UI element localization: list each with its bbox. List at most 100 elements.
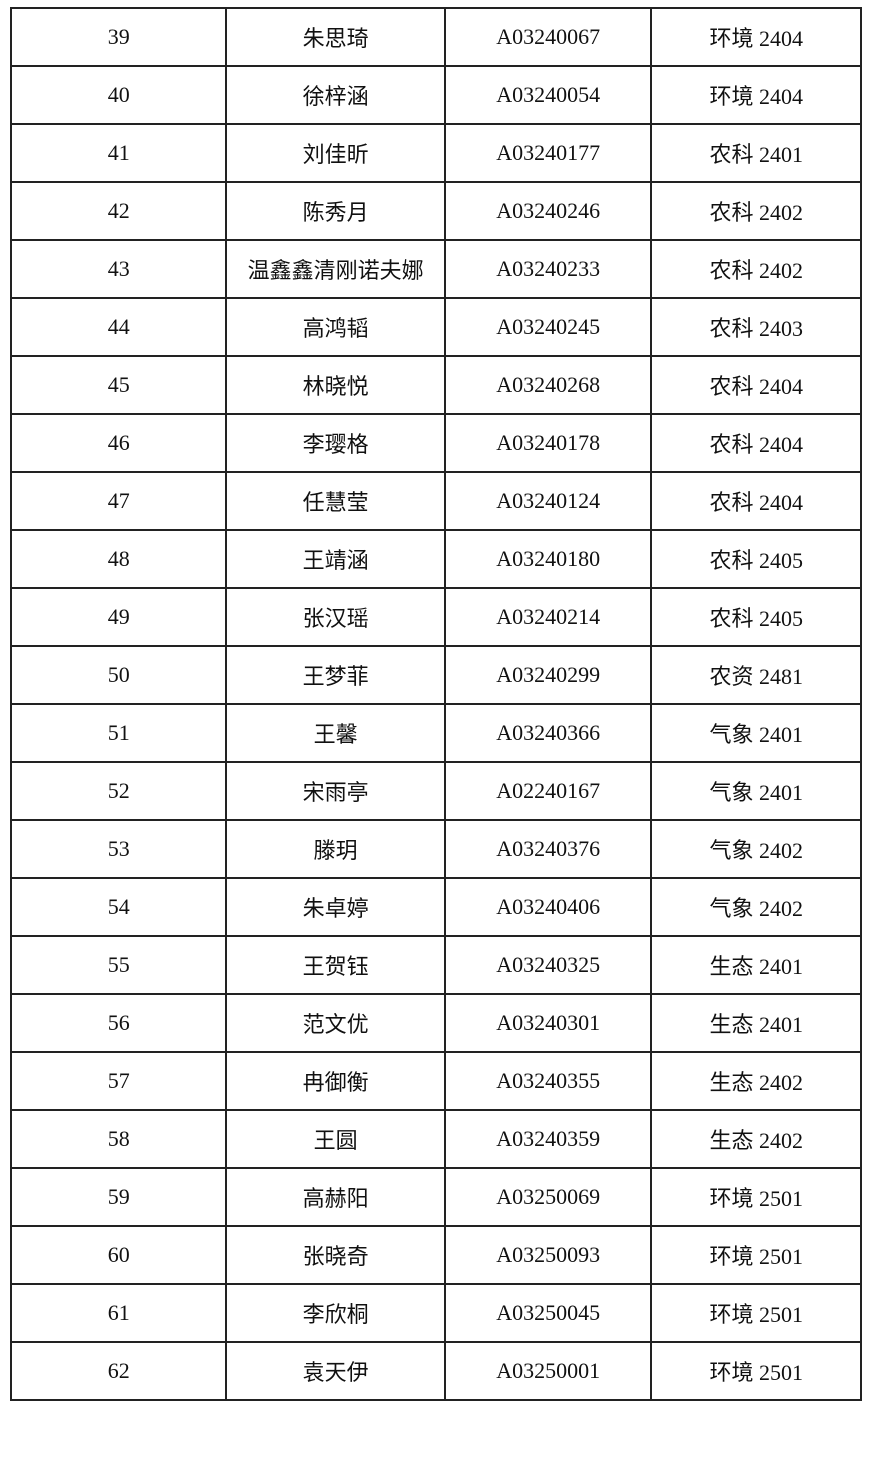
student-name-cell: 林晓悦 — [225, 355, 446, 415]
student-id-cell: A03240406 — [443, 877, 653, 937]
student-name-cell: 王贺钰 — [225, 935, 446, 995]
student-name-cell: 袁天伊 — [225, 1341, 446, 1401]
student-id-cell: A03240325 — [443, 935, 653, 995]
class-name-cell: 农科 2403 — [650, 297, 862, 357]
student-name-cell: 高赫阳 — [225, 1167, 446, 1227]
table-row: 61 李欣桐 A03250045 环境 2501 — [9, 1283, 862, 1343]
table-row: 55 王贺钰 A03240325 生态 2401 — [9, 935, 862, 995]
student-id-cell: A03240366 — [443, 703, 653, 763]
class-name-cell: 农科 2405 — [650, 529, 862, 589]
row-number-cell: 52 — [9, 761, 228, 821]
student-name-cell: 王靖涵 — [225, 529, 446, 589]
student-name-cell: 陈秀月 — [225, 181, 446, 241]
row-number-cell: 53 — [9, 819, 228, 879]
class-name-cell: 气象 2402 — [650, 819, 862, 879]
student-name-cell: 高鸿韬 — [225, 297, 446, 357]
row-number-cell: 48 — [9, 529, 228, 589]
student-name-cell: 刘佳昕 — [225, 123, 446, 183]
student-id-cell: A03240246 — [443, 181, 653, 241]
table-row: 59 高赫阳 A03250069 环境 2501 — [9, 1167, 862, 1227]
row-number-cell: 51 — [9, 703, 228, 763]
student-name-cell: 冉御衡 — [225, 1051, 446, 1111]
class-name-cell: 生态 2401 — [650, 993, 862, 1053]
student-list-table: 39 朱思琦 A03240067 环境 2404 40 徐梓涵 A03240054 环境 24… — [9, 7, 862, 1401]
table-row: 40 徐梓涵 A03240054 环境 2404 — [9, 65, 862, 125]
student-name-cell: 王梦菲 — [225, 645, 446, 705]
row-number-cell: 46 — [9, 413, 228, 473]
student-name-cell: 任慧莹 — [225, 471, 446, 531]
student-name-cell: 张汉瑶 — [225, 587, 446, 647]
table-row: 41 刘佳昕 A03240177 农科 2401 — [9, 123, 862, 183]
table-row: 49 张汉瑶 A03240214 农科 2405 — [9, 587, 862, 647]
class-name-cell: 环境 2501 — [650, 1167, 862, 1227]
class-name-cell: 农科 2404 — [650, 471, 862, 531]
class-name-cell: 气象 2401 — [650, 761, 862, 821]
student-id-cell: A03240214 — [443, 587, 653, 647]
row-number-cell: 50 — [9, 645, 228, 705]
class-name-cell: 农科 2405 — [650, 587, 862, 647]
student-id-cell: A03250069 — [443, 1167, 653, 1227]
student-id-cell: A03240301 — [443, 993, 653, 1053]
table-row: 47 任慧莹 A03240124 农科 2404 — [9, 471, 862, 531]
row-number-cell: 58 — [9, 1109, 228, 1169]
row-number-cell: 59 — [9, 1167, 228, 1227]
class-name-cell: 农科 2404 — [650, 413, 862, 473]
student-name-cell: 李璎格 — [225, 413, 446, 473]
student-name-cell: 李欣桐 — [225, 1283, 446, 1343]
row-number-cell: 41 — [9, 123, 228, 183]
table-row: 56 范文优 A03240301 生态 2401 — [9, 993, 862, 1053]
class-name-cell: 农资 2481 — [650, 645, 862, 705]
class-name-cell: 农科 2401 — [650, 123, 862, 183]
table-row: 44 高鸿韬 A03240245 农科 2403 — [9, 297, 862, 357]
class-name-cell: 环境 2501 — [650, 1341, 862, 1401]
table-row: 45 林晓悦 A03240268 农科 2404 — [9, 355, 862, 415]
row-number-cell: 40 — [9, 65, 228, 125]
student-id-cell: A03240299 — [443, 645, 653, 705]
row-number-cell: 43 — [9, 239, 228, 299]
table-row: 60 张晓奇 A03250093 环境 2501 — [9, 1225, 862, 1285]
class-name-cell: 环境 2501 — [650, 1283, 862, 1343]
table-row: 57 冉御衡 A03240355 生态 2402 — [9, 1051, 862, 1111]
table-row: 52 宋雨亭 A02240167 气象 2401 — [9, 761, 862, 821]
row-number-cell: 61 — [9, 1283, 228, 1343]
student-name-cell: 滕玥 — [225, 819, 446, 879]
class-name-cell: 环境 2404 — [650, 7, 862, 67]
student-name-cell: 王圆 — [225, 1109, 446, 1169]
student-id-cell: A03240067 — [443, 7, 653, 67]
table-row: 48 王靖涵 A03240180 农科 2405 — [9, 529, 862, 589]
row-number-cell: 39 — [9, 7, 228, 67]
student-id-cell: A03240124 — [443, 471, 653, 531]
table-row: 51 王馨 A03240366 气象 2401 — [9, 703, 862, 763]
table-row: 39 朱思琦 A03240067 环境 2404 — [9, 7, 862, 67]
table-row: 62 袁天伊 A03250001 环境 2501 — [9, 1341, 862, 1401]
student-id-cell: A02240167 — [443, 761, 653, 821]
class-name-cell: 气象 2401 — [650, 703, 862, 763]
class-name-cell: 生态 2402 — [650, 1051, 862, 1111]
table-body: 39 朱思琦 A03240067 环境 2404 40 徐梓涵 A03240054 环境 24… — [9, 7, 862, 1401]
student-id-cell: A03240233 — [443, 239, 653, 299]
student-id-cell: A03240178 — [443, 413, 653, 473]
student-name-cell: 张晓奇 — [225, 1225, 446, 1285]
row-number-cell: 54 — [9, 877, 228, 937]
student-id-cell: A03240180 — [443, 529, 653, 589]
table-row: 46 李璎格 A03240178 农科 2404 — [9, 413, 862, 473]
student-id-cell: A03240245 — [443, 297, 653, 357]
student-name-cell: 朱思琦 — [225, 7, 446, 67]
table-row: 58 王圆 A03240359 生态 2402 — [9, 1109, 862, 1169]
student-name-cell: 范文优 — [225, 993, 446, 1053]
student-id-cell: A03240268 — [443, 355, 653, 415]
class-name-cell: 环境 2404 — [650, 65, 862, 125]
table-row: 42 陈秀月 A03240246 农科 2402 — [9, 181, 862, 241]
student-id-cell: A03240376 — [443, 819, 653, 879]
student-id-cell: A03240054 — [443, 65, 653, 125]
row-number-cell: 62 — [9, 1341, 228, 1401]
student-id-cell: A03240355 — [443, 1051, 653, 1111]
class-name-cell: 环境 2501 — [650, 1225, 862, 1285]
row-number-cell: 44 — [9, 297, 228, 357]
row-number-cell: 49 — [9, 587, 228, 647]
row-number-cell: 60 — [9, 1225, 228, 1285]
class-name-cell: 农科 2402 — [650, 181, 862, 241]
student-name-cell: 徐梓涵 — [225, 65, 446, 125]
row-number-cell: 47 — [9, 471, 228, 531]
row-number-cell: 45 — [9, 355, 228, 415]
